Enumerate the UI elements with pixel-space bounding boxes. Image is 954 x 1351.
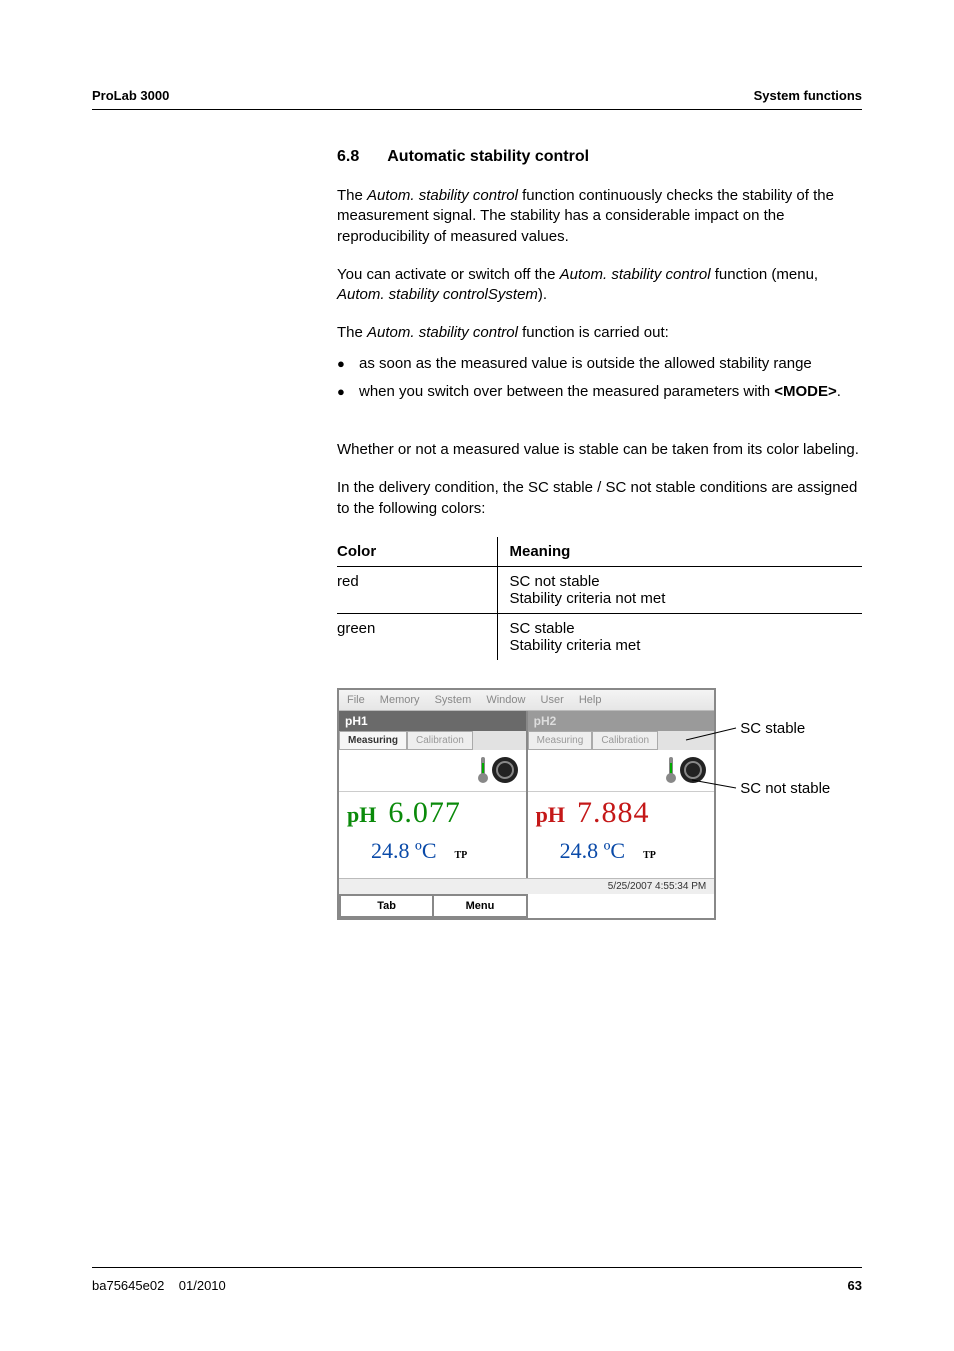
callout-sc-stable: SC stable bbox=[740, 720, 805, 737]
menu-help[interactable]: Help bbox=[579, 694, 602, 706]
softkey-tab[interactable]: Tab bbox=[339, 894, 434, 918]
pane-title-ph2: pH2 bbox=[528, 711, 715, 731]
paragraph-3: The Autom. stability control function is… bbox=[337, 323, 862, 343]
bullet-1: as soon as the measured value is outside… bbox=[337, 354, 862, 374]
cell-color: green bbox=[337, 613, 497, 660]
footer-left: ba75645e02 01/2010 bbox=[92, 1278, 226, 1293]
paragraph-5: In the delivery condition, the SC stable… bbox=[337, 478, 862, 519]
cell-meaning: SC stable Stability criteria met bbox=[497, 613, 862, 660]
header-left: ProLab 3000 bbox=[92, 88, 169, 103]
menubar: File Memory System Window User Help bbox=[339, 690, 714, 711]
menu-system[interactable]: System bbox=[435, 694, 472, 706]
header-right: System functions bbox=[754, 88, 862, 103]
color-table: Color Meaning red SC not stable Stabilit… bbox=[337, 537, 862, 660]
device-screenshot: File Memory System Window User Help pH1 … bbox=[337, 688, 716, 920]
paragraph-1: The Autom. stability control function co… bbox=[337, 186, 862, 247]
status-bar: 5/25/2007 4:55:34 PM bbox=[339, 878, 714, 894]
temp-value: 24.8 ºC bbox=[560, 838, 626, 864]
menu-window[interactable]: Window bbox=[486, 694, 525, 706]
section-title-text: Automatic stability control bbox=[387, 148, 589, 165]
ph-value: 6.077 bbox=[388, 796, 461, 830]
dial-icon bbox=[492, 757, 518, 783]
section-number: 6.8 bbox=[337, 148, 359, 166]
footer-rule bbox=[92, 1267, 862, 1268]
pane-title-ph1: pH1 bbox=[339, 711, 526, 731]
menu-user[interactable]: User bbox=[541, 694, 564, 706]
cell-color: red bbox=[337, 566, 497, 613]
pane-ph2: pH2 Measuring Calibration pH 7.884 bbox=[528, 711, 715, 878]
callout-sc-not-stable: SC not stable bbox=[740, 780, 830, 797]
ph-label: pH bbox=[536, 802, 565, 828]
bullet-2: when you switch over between the measure… bbox=[337, 382, 862, 402]
softkey-menu[interactable]: Menu bbox=[434, 894, 527, 918]
table-row: green SC stable Stability criteria met bbox=[337, 613, 862, 660]
tab-calibration[interactable]: Calibration bbox=[592, 731, 658, 750]
callout-lines bbox=[698, 688, 738, 908]
tab-measuring[interactable]: Measuring bbox=[528, 731, 593, 750]
th-meaning: Meaning bbox=[497, 537, 862, 567]
tab-calibration[interactable]: Calibration bbox=[407, 731, 473, 750]
pane-ph1: pH1 Measuring Calibration pH 6.077 bbox=[339, 711, 528, 878]
section-heading: 6.8 Automatic stability control bbox=[337, 148, 862, 166]
temp-value: 24.8 ºC bbox=[371, 838, 437, 864]
thermometer-icon bbox=[666, 757, 676, 783]
paragraph-4: Whether or not a measured value is stabl… bbox=[337, 440, 862, 460]
bullet-list: as soon as the measured value is outside… bbox=[337, 354, 862, 403]
cell-meaning: SC not stable Stability criteria not met bbox=[497, 566, 862, 613]
header-rule bbox=[92, 109, 862, 110]
ph-value: 7.884 bbox=[577, 796, 650, 830]
menu-file[interactable]: File bbox=[347, 694, 365, 706]
menu-memory[interactable]: Memory bbox=[380, 694, 420, 706]
table-row: red SC not stable Stability criteria not… bbox=[337, 566, 862, 613]
paragraph-2: You can activate or switch off the Autom… bbox=[337, 265, 862, 306]
th-color: Color bbox=[337, 537, 497, 567]
thermometer-icon bbox=[478, 757, 488, 783]
page-number: 63 bbox=[848, 1278, 862, 1293]
tp-label: TP bbox=[643, 850, 656, 861]
tp-label: TP bbox=[455, 850, 468, 861]
tab-measuring[interactable]: Measuring bbox=[339, 731, 407, 750]
ph-label: pH bbox=[347, 802, 376, 828]
